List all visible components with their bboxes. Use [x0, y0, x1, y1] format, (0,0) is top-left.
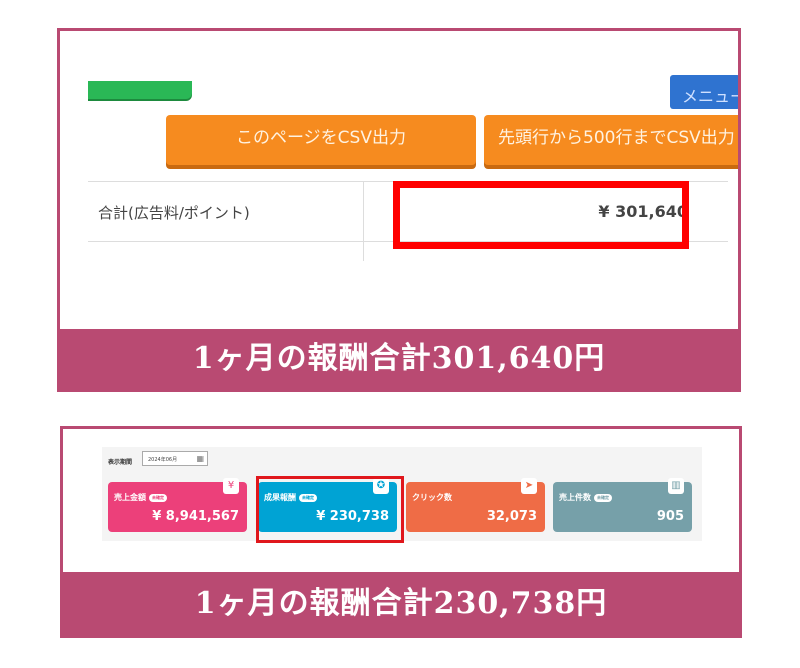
caption-banner: 1ヶ月の報酬合計230,738円: [63, 572, 739, 635]
status-badge: 未確定: [149, 493, 167, 502]
highlight-box: [393, 181, 689, 249]
period-label: 表示期間: [108, 459, 133, 466]
award-icon: ✪: [373, 478, 389, 494]
menu-button[interactable]: メニュー: [670, 75, 740, 109]
highlight-box: [256, 476, 404, 543]
calendar-icon: ▦: [196, 454, 204, 463]
dashboard-screenshot-panel: 表示期間 2024年06月 ▦ 売上金額 未確定 ¥ 8,941,567 ¥ 成果報…: [60, 426, 742, 638]
card-sales[interactable]: 売上金額 未確定 ¥ 8,941,567 ¥: [108, 478, 247, 532]
menu-label: メニュー: [682, 87, 740, 106]
card-title-text: クリック数: [412, 493, 452, 502]
card-sales-count[interactable]: 売上件数 未確定 905 ▥: [553, 478, 692, 532]
csv-500-button[interactable]: 先頭行から500行までCSV出力: [484, 115, 738, 165]
card-reward[interactable]: 成果報酬 未確定 ¥ 230,738 ✪: [258, 478, 397, 532]
card-title: 売上金額 未確定: [114, 492, 167, 503]
csv-page-button[interactable]: このページをCSV出力: [166, 115, 476, 165]
card-title-text: 成果報酬: [264, 493, 296, 502]
card-title: クリック数: [412, 492, 452, 503]
table-row: 合計(広告料/ポイント) ¥ 301,640: [88, 182, 728, 242]
total-label: 合計(広告料/ポイント): [98, 204, 250, 222]
green-button[interactable]: [88, 81, 192, 99]
card-value: ¥ 8,941,567: [152, 509, 239, 524]
card-title-text: 売上件数: [559, 493, 591, 502]
status-badge: 未確定: [299, 493, 317, 502]
card-value: 905: [656, 509, 684, 524]
yen-icon: ¥: [223, 478, 239, 494]
total-value: ¥ 301,640: [598, 202, 688, 221]
period-select[interactable]: 2024年06月 ▦: [142, 451, 208, 466]
csv-screenshot-panel: メニュー このページをCSV出力 先頭行から500行までCSV出力 合計(広告料…: [57, 28, 741, 392]
period-value: 2024年06月: [148, 457, 178, 463]
card-title: 売上件数 未確定: [559, 492, 612, 503]
card-clicks[interactable]: クリック数 32,073 ➤: [406, 478, 545, 532]
card-value: 32,073: [486, 509, 537, 524]
status-badge: 未確定: [594, 493, 612, 502]
box-icon: ▥: [668, 478, 684, 494]
card-value: ¥ 230,738: [316, 509, 389, 524]
card-title: 成果報酬 未確定: [264, 492, 317, 503]
caption-banner: 1ヶ月の報酬合計301,640円: [60, 329, 738, 389]
cursor-icon: ➤: [521, 478, 537, 494]
card-title-text: 売上金額: [114, 493, 146, 502]
divider: [363, 181, 364, 261]
